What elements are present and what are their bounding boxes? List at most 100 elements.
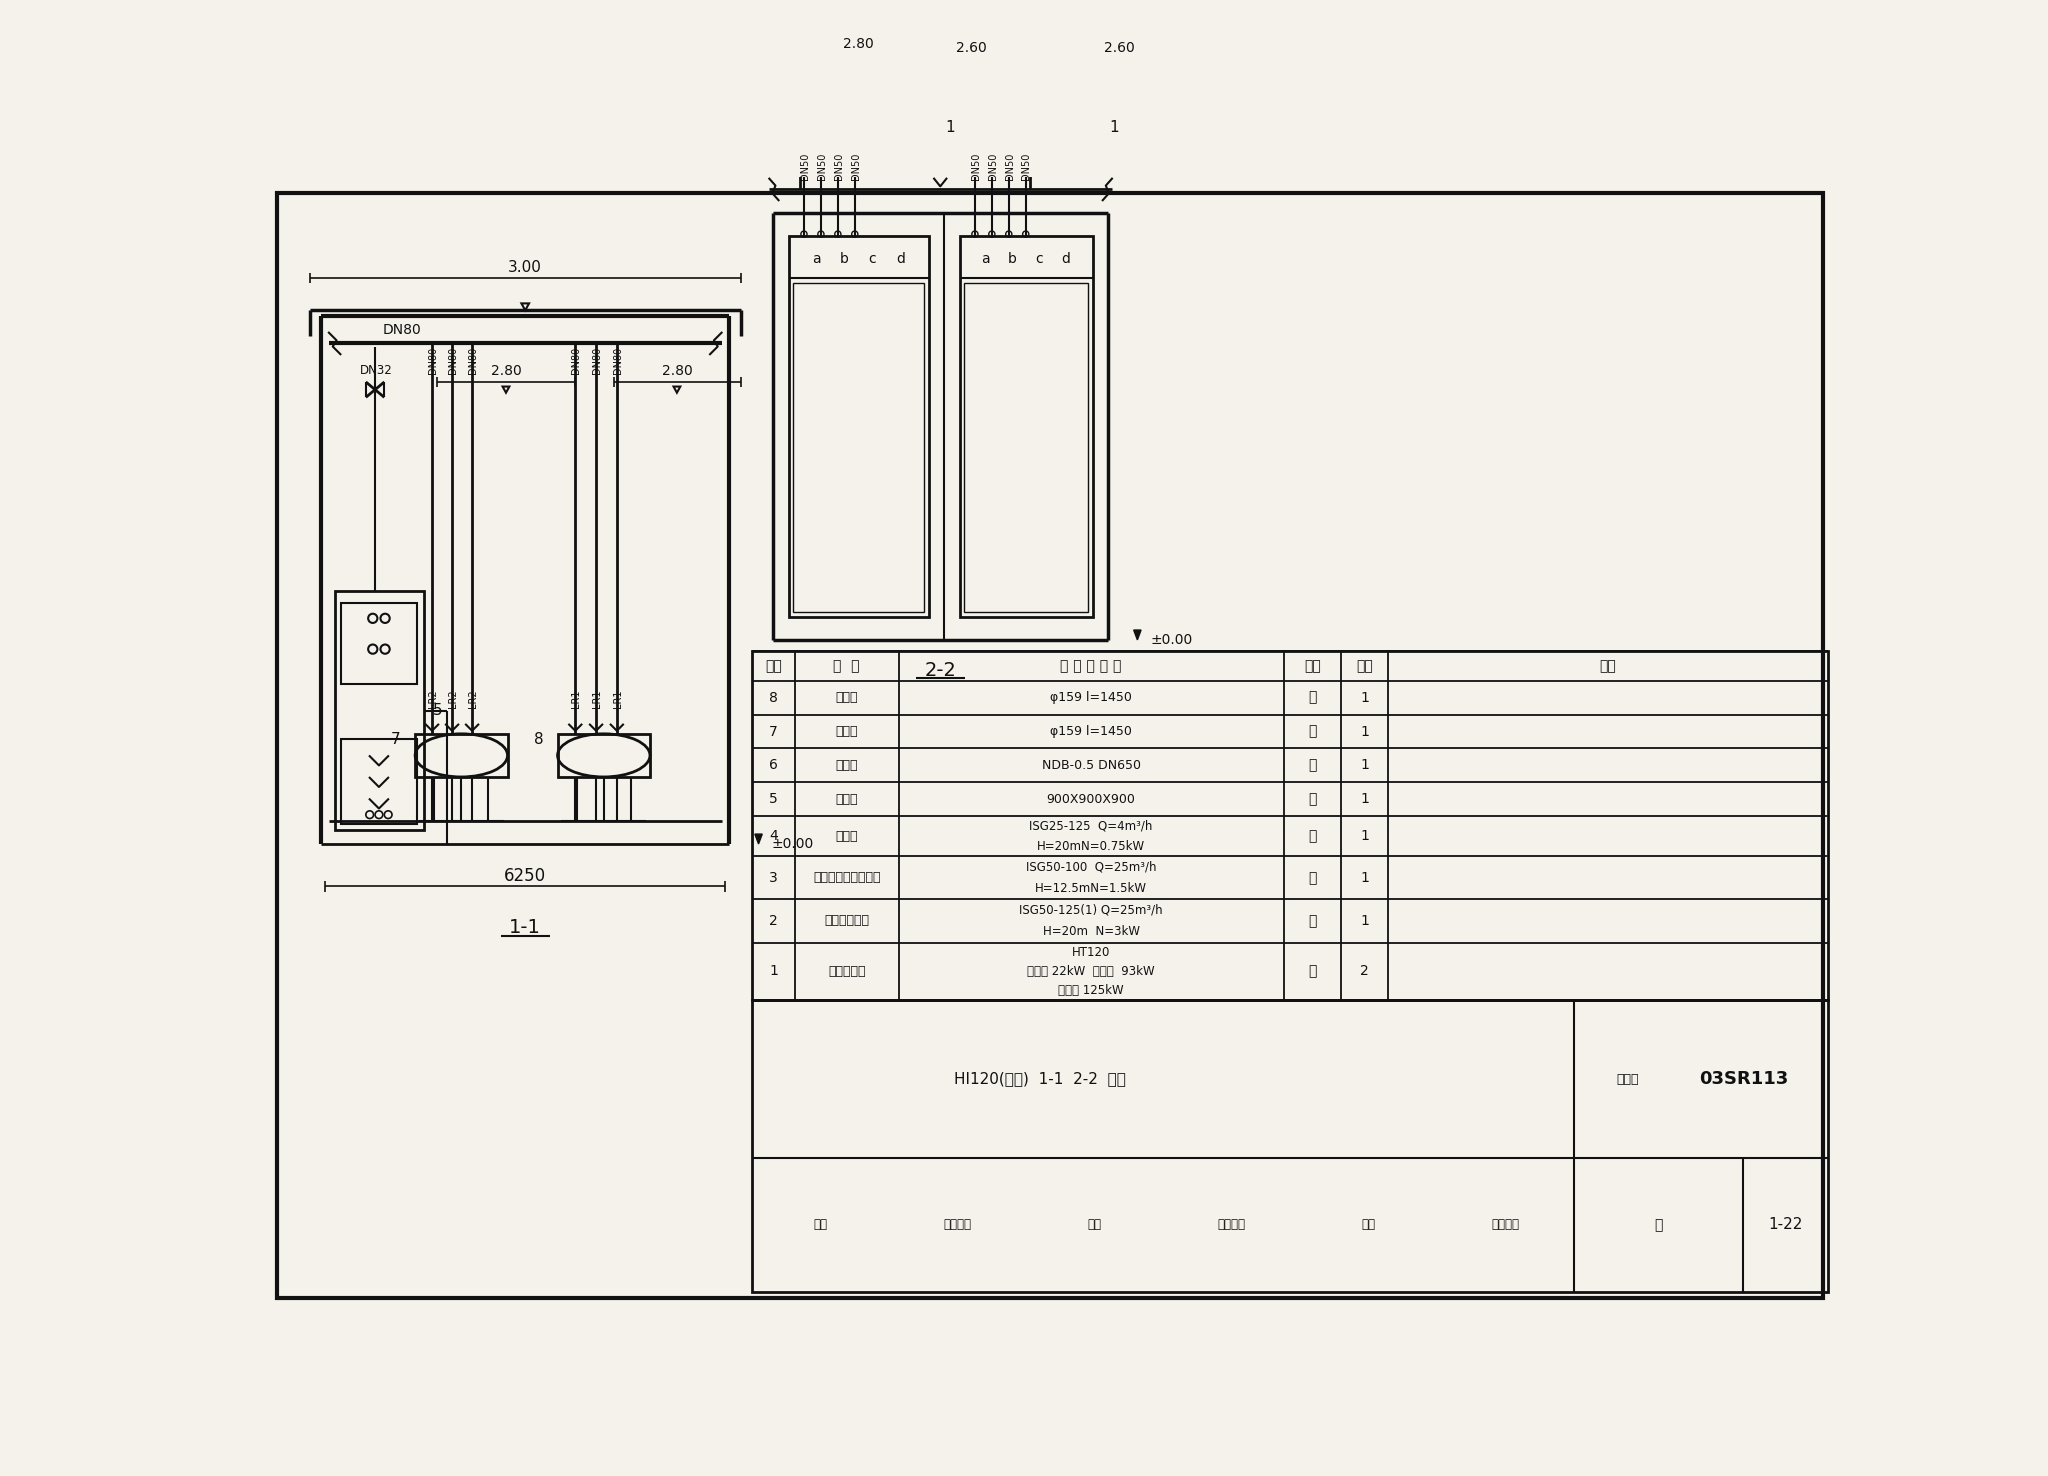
Text: DN50: DN50	[1022, 152, 1032, 180]
Text: 1: 1	[1360, 871, 1368, 884]
Text: 台: 台	[1309, 793, 1317, 806]
Text: c: c	[868, 252, 877, 266]
Text: 台: 台	[1309, 830, 1317, 843]
Text: 3: 3	[770, 871, 778, 884]
Text: DN50: DN50	[971, 152, 981, 180]
Bar	[336, 592, 424, 830]
Text: c: c	[1034, 252, 1042, 266]
Text: DN50: DN50	[850, 152, 860, 180]
Text: 1: 1	[1360, 691, 1368, 704]
Polygon shape	[1135, 630, 1141, 641]
Text: LR2: LR2	[467, 689, 477, 708]
Bar	[961, 236, 1094, 617]
Text: DN50: DN50	[817, 152, 827, 180]
Text: DN50: DN50	[799, 152, 809, 180]
Text: DN32: DN32	[360, 365, 393, 376]
Text: ISG25-125  Q=4m³/h: ISG25-125 Q=4m³/h	[1030, 819, 1153, 832]
Text: 图集号: 图集号	[1616, 1073, 1638, 1085]
Text: a: a	[811, 252, 821, 266]
Text: 900X900X900: 900X900X900	[1047, 793, 1137, 806]
Text: 设计: 设计	[1362, 1219, 1376, 1231]
Text: ISG50-100  Q=25m³/h: ISG50-100 Q=25m³/h	[1026, 861, 1157, 874]
Text: （签名）: （签名）	[1491, 1219, 1520, 1231]
Text: 2.80: 2.80	[492, 365, 522, 378]
Bar	[965, 282, 1087, 613]
Text: φ159 l=1450: φ159 l=1450	[1051, 691, 1133, 704]
Text: DN80: DN80	[467, 347, 477, 373]
Text: 台: 台	[1309, 759, 1317, 772]
Text: LR1: LR1	[592, 689, 602, 708]
Text: 台: 台	[1309, 871, 1317, 884]
Bar	[752, 651, 1829, 1001]
Text: 页: 页	[1655, 1218, 1663, 1232]
Text: 台: 台	[1309, 964, 1317, 979]
Text: 03SR113: 03SR113	[1698, 1070, 1788, 1088]
Text: 型 号 及 规 格: 型 号 及 规 格	[1061, 660, 1122, 673]
Text: 2: 2	[770, 914, 778, 928]
Text: 补水算: 补水算	[836, 793, 858, 806]
Text: 1: 1	[770, 964, 778, 979]
Text: 数量: 数量	[1356, 660, 1372, 673]
Text: 2.60: 2.60	[956, 41, 987, 55]
Text: 校对: 校对	[1087, 1219, 1102, 1231]
Text: NDB-0.5 DN650: NDB-0.5 DN650	[1042, 759, 1141, 772]
Text: 定压罐: 定压罐	[836, 759, 858, 772]
Text: φ159 l=1450: φ159 l=1450	[1051, 725, 1133, 738]
Bar	[342, 739, 418, 824]
Text: 6250: 6250	[504, 866, 547, 884]
Text: 2.80: 2.80	[844, 37, 874, 50]
Text: 2.80: 2.80	[662, 365, 692, 378]
Bar	[557, 734, 649, 776]
Text: DN80: DN80	[592, 347, 602, 373]
Text: H=20mN=0.75kW: H=20mN=0.75kW	[1036, 840, 1145, 853]
Text: LR2: LR2	[428, 689, 438, 708]
Text: 集水器: 集水器	[836, 725, 858, 738]
Text: 1: 1	[946, 121, 954, 136]
Text: 审核: 审核	[813, 1219, 827, 1231]
Bar	[793, 282, 924, 613]
Text: 补水泵: 补水泵	[836, 830, 858, 843]
Text: 5: 5	[432, 703, 442, 719]
Text: 能量提升系统循环泵: 能量提升系统循环泵	[813, 871, 881, 884]
Text: b: b	[1008, 252, 1018, 266]
Text: （签名）: （签名）	[944, 1219, 973, 1231]
Text: DN80: DN80	[383, 323, 422, 337]
Text: DN50: DN50	[1006, 152, 1014, 180]
Text: DN50: DN50	[987, 152, 997, 180]
Text: 7: 7	[770, 725, 778, 738]
Text: 8: 8	[770, 691, 778, 704]
Polygon shape	[756, 834, 762, 844]
Text: 6: 6	[770, 759, 778, 772]
Text: 4: 4	[770, 830, 778, 843]
Text: LR2: LR2	[449, 689, 459, 708]
Text: d: d	[895, 252, 905, 266]
Text: DN50: DN50	[834, 152, 844, 180]
Text: 1: 1	[1360, 830, 1368, 843]
Text: HI120(二台)  1-1  2-2  剑面: HI120(二台) 1-1 2-2 剑面	[954, 1072, 1126, 1086]
Text: 1: 1	[1360, 725, 1368, 738]
Text: b: b	[840, 252, 848, 266]
Text: 5: 5	[770, 793, 778, 806]
Text: 1: 1	[1110, 121, 1118, 136]
Bar	[788, 236, 928, 617]
Text: 台: 台	[1309, 725, 1317, 738]
Text: 2-2: 2-2	[924, 661, 956, 680]
Text: 8: 8	[535, 732, 543, 747]
Text: H=12.5mN=1.5kW: H=12.5mN=1.5kW	[1034, 883, 1147, 894]
Text: LR1: LR1	[612, 689, 623, 708]
Text: 2: 2	[1360, 964, 1368, 979]
Bar	[752, 1001, 1829, 1292]
Text: ISG50-125(1) Q=25m³/h: ISG50-125(1) Q=25m³/h	[1020, 903, 1163, 917]
Text: 1: 1	[1360, 759, 1368, 772]
Text: a: a	[981, 252, 989, 266]
Text: ±0.00: ±0.00	[772, 837, 813, 852]
Text: HT120: HT120	[1071, 946, 1110, 958]
Text: 单位: 单位	[1305, 660, 1321, 673]
Text: LR1: LR1	[571, 689, 582, 708]
Text: 末端水循环泵: 末端水循环泵	[823, 915, 868, 927]
Text: DN80: DN80	[428, 347, 438, 373]
Text: 1-1: 1-1	[510, 918, 541, 937]
Text: 台: 台	[1309, 691, 1317, 704]
Text: 备注: 备注	[1599, 660, 1616, 673]
Text: DN80: DN80	[449, 347, 459, 373]
